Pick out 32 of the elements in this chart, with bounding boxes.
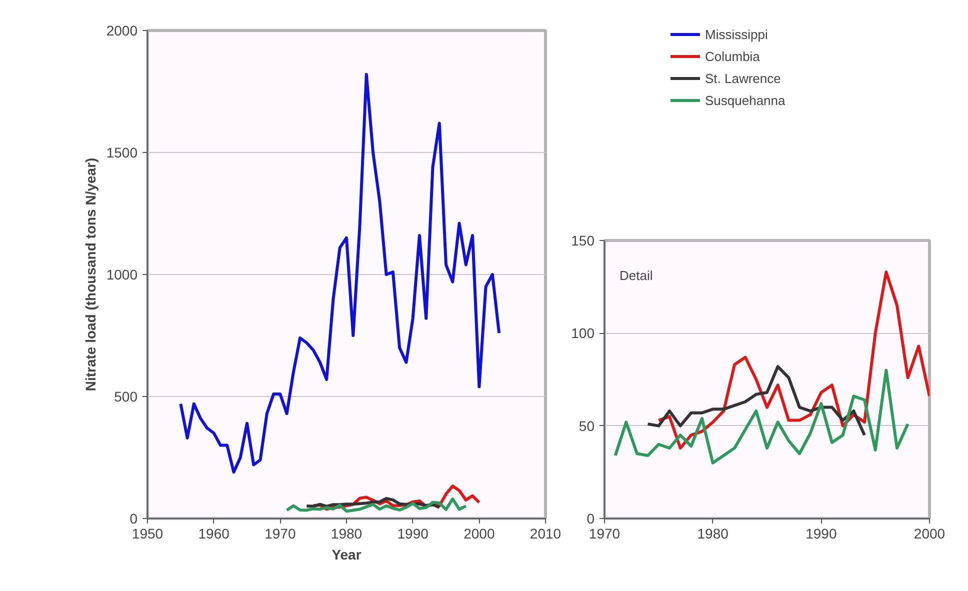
y-tick-label: 1500 bbox=[106, 144, 138, 160]
legend-label: St. Lawrence bbox=[705, 70, 781, 86]
x-tick-label: 1970 bbox=[264, 526, 296, 542]
legend-label: Susquehanna bbox=[705, 92, 786, 108]
y-tick-label: 50 bbox=[578, 418, 595, 434]
x-tick-label: 1990 bbox=[397, 526, 429, 542]
x-tick-label: 1970 bbox=[588, 526, 620, 542]
x-tick-label: 1980 bbox=[330, 526, 362, 542]
line-series bbox=[285, 497, 468, 513]
x-tick-label: 1960 bbox=[198, 526, 230, 542]
line-series bbox=[179, 72, 501, 474]
y-tick-label: 2000 bbox=[106, 22, 138, 38]
x-tick-label: 2000 bbox=[464, 526, 495, 542]
x-tick-label: 2010 bbox=[530, 526, 562, 542]
annotation: Detail bbox=[620, 268, 653, 283]
legend-label: Mississippi bbox=[705, 26, 768, 42]
legend-label: Columbia bbox=[705, 48, 760, 64]
y-tick-label: 150 bbox=[571, 232, 595, 248]
line-series bbox=[614, 368, 910, 464]
x-axis-title: Year bbox=[332, 546, 362, 562]
y-tick-label: 0 bbox=[586, 510, 595, 526]
y-axis-title: Nitrate load (thousand tons N/year) bbox=[82, 158, 98, 392]
y-tick-label: 500 bbox=[114, 388, 138, 404]
x-tick-label: 1950 bbox=[132, 526, 164, 542]
x-tick-label: 1980 bbox=[697, 526, 729, 542]
line-series bbox=[646, 365, 866, 437]
y-tick-label: 1000 bbox=[106, 266, 138, 282]
x-tick-label: 2000 bbox=[914, 526, 946, 542]
x-tick-label: 1990 bbox=[806, 526, 837, 542]
line-series bbox=[657, 270, 930, 450]
y-tick-label: 0 bbox=[130, 510, 138, 526]
y-tick-label: 100 bbox=[571, 325, 595, 342]
